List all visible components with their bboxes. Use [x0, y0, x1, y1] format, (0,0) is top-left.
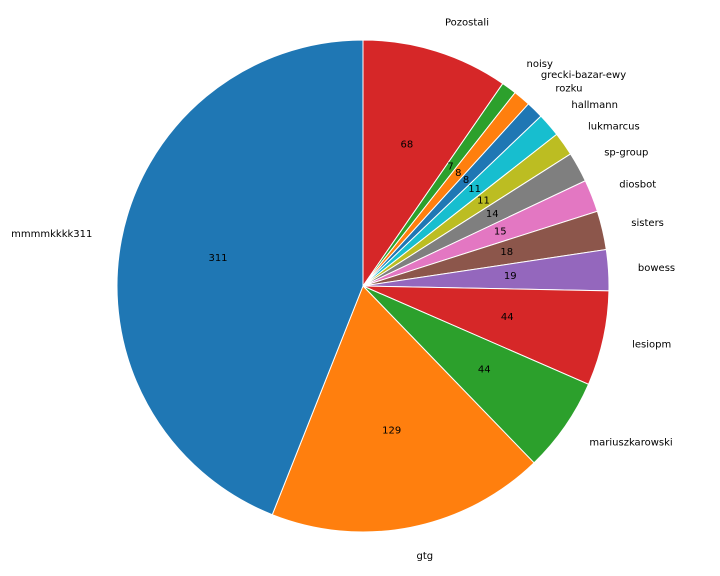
pie-category-label-sisters: sisters — [631, 218, 664, 229]
pie-slice-mmmmkkkk311 — [116, 39, 364, 516]
pie-category-label-sp-group: sp-group — [604, 147, 648, 158]
pie-category-label-grecki-bazar-ewy: grecki-bazar-ewy — [541, 70, 626, 81]
pie-category-label-bowess: bowess — [638, 263, 675, 274]
pie-category-label-mmmmkkkk311: mmmmkkkk311 — [11, 229, 92, 240]
pie-slices — [116, 39, 610, 533]
pie-value-label-rozku: 8 — [463, 175, 469, 186]
pie-category-label-diosbot: diosbot — [619, 180, 656, 191]
pie-value-label-lukmarcus: 11 — [477, 195, 490, 206]
pie-value-label-mmmmkkkk311: 311 — [208, 253, 227, 264]
pie-value-label-lesiopm: 44 — [501, 312, 514, 323]
pie-value-label-hallmann: 11 — [468, 184, 481, 195]
pie-category-label-mariuszkarowski: mariuszkarowski — [589, 438, 672, 449]
pie-category-label-pozostali: Pozostali — [445, 18, 489, 29]
pie-category-label-gtg: gtg — [417, 551, 434, 562]
pie-value-label-noisy: 7 — [447, 162, 453, 173]
pie-category-label-noisy: noisy — [527, 59, 553, 70]
pie-category-label-rozku: rozku — [555, 83, 582, 94]
pie-value-label-gtg: 129 — [382, 425, 401, 436]
pie-value-label-sisters: 18 — [500, 247, 513, 258]
pie-value-label-diosbot: 15 — [494, 226, 507, 237]
pie-category-label-lukmarcus: lukmarcus — [588, 121, 640, 132]
pie-value-label-mariuszkarowski: 44 — [478, 365, 491, 376]
pie-category-label-hallmann: hallmann — [571, 100, 618, 111]
pie-value-label-sp-group: 14 — [486, 209, 499, 220]
pie-slice-pozostali — [362, 39, 504, 288]
pie-slice-gtg — [271, 285, 535, 533]
pie-value-label-grecki-bazar-ewy: 8 — [455, 168, 461, 179]
pie-value-label-pozostali: 68 — [401, 140, 414, 151]
pie-category-label-lesiopm: lesiopm — [632, 339, 671, 350]
pie-value-label-bowess: 19 — [504, 271, 517, 282]
